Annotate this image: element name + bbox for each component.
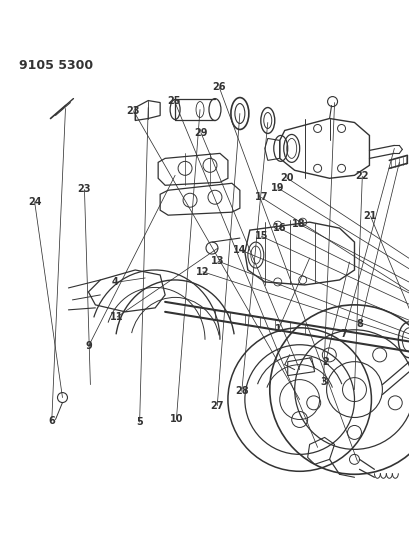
- Text: 29: 29: [194, 127, 207, 138]
- Text: 13: 13: [211, 256, 224, 266]
- Text: 4: 4: [112, 278, 118, 287]
- Text: 1: 1: [274, 324, 281, 334]
- Text: 25: 25: [167, 96, 181, 106]
- Text: 10: 10: [169, 415, 183, 424]
- Text: 14: 14: [232, 245, 245, 254]
- Text: 2: 2: [321, 357, 328, 367]
- Text: 12: 12: [196, 267, 209, 277]
- Text: 9: 9: [85, 341, 92, 351]
- Text: 19: 19: [270, 183, 284, 193]
- Text: 20: 20: [279, 173, 293, 183]
- Text: 23: 23: [126, 106, 140, 116]
- Text: 5: 5: [136, 417, 143, 427]
- Text: 8: 8: [356, 319, 363, 329]
- Text: 6: 6: [48, 416, 55, 425]
- Text: 17: 17: [254, 192, 267, 203]
- Text: 16: 16: [272, 223, 285, 233]
- Text: 26: 26: [212, 83, 225, 93]
- Text: 27: 27: [210, 401, 223, 410]
- Text: 18: 18: [292, 219, 305, 229]
- Text: 23: 23: [78, 184, 91, 195]
- Text: 3: 3: [319, 377, 326, 387]
- Text: 22: 22: [355, 171, 368, 181]
- Text: 21: 21: [363, 211, 376, 221]
- Text: 7: 7: [340, 329, 346, 339]
- Text: 24: 24: [28, 197, 41, 207]
- Text: 28: 28: [234, 386, 248, 397]
- Text: 15: 15: [254, 231, 267, 241]
- Text: 11: 11: [110, 312, 124, 322]
- Text: 9105 5300: 9105 5300: [18, 59, 92, 72]
